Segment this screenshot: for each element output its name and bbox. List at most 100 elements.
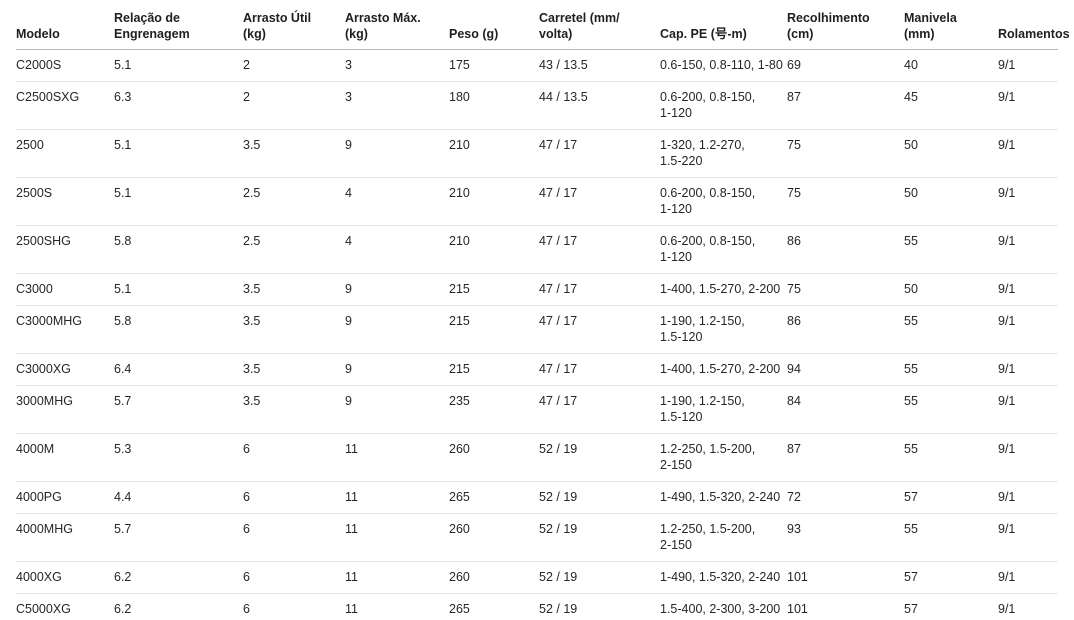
cell-modelo: C3000XG: [16, 353, 114, 386]
cell-modelo: 4000XG: [16, 561, 114, 594]
cell-cap_pe: 1-400, 1.5-270, 2-200: [660, 353, 787, 386]
cell-rolamentos: 9/1: [998, 481, 1058, 514]
cell-cap_pe: 1-190, 1.2-150, 1.5-120: [660, 305, 787, 354]
cell-recolhimento: 87: [787, 81, 904, 130]
table-row: C3000 5.1 3.5 9 215 47 / 17 1-400, 1.5-270, 2-…: [16, 273, 1058, 306]
column-header-modelo: Modelo: [16, 0, 114, 50]
cell-arrasto_util: 6: [243, 481, 345, 514]
table-row: C5000XG 6.2 6 11 265 52 / 19 1.5-400, 2-300, 3…: [16, 593, 1058, 620]
cell-rolamentos: 9/1: [998, 225, 1058, 274]
cell-manivela: 45: [904, 81, 998, 130]
cell-peso: 210: [449, 225, 539, 274]
cell-manivela: 50: [904, 129, 998, 178]
cell-modelo: C2500SXG: [16, 81, 114, 130]
table-row: 4000XG 6.2 6 11 260 52 / 19 1-490, 1.5-320, 2-…: [16, 561, 1058, 594]
cell-manivela: 55: [904, 305, 998, 354]
cell-carretel: 52 / 19: [539, 433, 660, 482]
table-row: 4000MHG 5.7 6 11 260 52 / 19 1.2-250, 1.5-200,…: [16, 513, 1058, 562]
column-header-rolamentos: Rolamentos: [998, 0, 1070, 50]
column-header-peso: Peso (g): [449, 0, 539, 50]
cell-modelo: C5000XG: [16, 593, 114, 620]
cell-peso: 260: [449, 433, 539, 482]
cell-cap_pe: 0.6-200, 0.8-150, 1-120: [660, 225, 787, 274]
cell-manivela: 57: [904, 481, 998, 514]
cell-relacao: 5.7: [114, 385, 243, 434]
table-row: 4000PG 4.4 6 11 265 52 / 19 1-490, 1.5-320, 2-…: [16, 481, 1058, 514]
column-header-relacao: Relação de Engrenagem: [114, 0, 243, 50]
table-header: Modelo Relação de Engrenagem Arrasto Útil …: [16, 0, 1070, 50]
cell-relacao: 4.4: [114, 481, 243, 514]
cell-recolhimento: 86: [787, 225, 904, 274]
cell-relacao: 5.3: [114, 433, 243, 482]
cell-arrasto_util: 3.5: [243, 305, 345, 354]
cell-recolhimento: 94: [787, 353, 904, 386]
cell-recolhimento: 86: [787, 305, 904, 354]
cell-manivela: 50: [904, 273, 998, 306]
cell-peso: 215: [449, 273, 539, 306]
cell-recolhimento: 75: [787, 273, 904, 306]
cell-carretel: 47 / 17: [539, 129, 660, 178]
table-row: 4000M 5.3 6 11 260 52 / 19 1.2-250, 1.5-200, 2…: [16, 433, 1058, 482]
cell-arrasto_max: 11: [345, 481, 449, 514]
cell-rolamentos: 9/1: [998, 177, 1058, 226]
column-header-manivela: Manivela (mm): [904, 0, 998, 50]
header-row: Modelo Relação de Engrenagem Arrasto Útil …: [16, 0, 1070, 50]
cell-peso: 215: [449, 305, 539, 354]
cell-recolhimento: 101: [787, 593, 904, 620]
cell-relacao: 5.8: [114, 305, 243, 354]
cell-rolamentos: 9/1: [998, 81, 1058, 130]
table-row: 3000MHG 5.7 3.5 9 235 47 / 17 1-190, 1.2-150, …: [16, 385, 1058, 434]
table-row: C2500SXG 6.3 2 3 180 44 / 13.5 0.6-200, 0.8-15…: [16, 81, 1058, 130]
cell-arrasto_max: 9: [345, 273, 449, 306]
cell-recolhimento: 84: [787, 385, 904, 434]
cell-arrasto_max: 3: [345, 49, 449, 82]
cell-arrasto_max: 9: [345, 353, 449, 386]
spec-table: Modelo Relação de Engrenagem Arrasto Útil …: [16, 0, 1070, 620]
cell-arrasto_util: 2: [243, 49, 345, 82]
column-header-arrasto_util: Arrasto Útil (kg): [243, 0, 345, 50]
cell-peso: 265: [449, 593, 539, 620]
cell-recolhimento: 93: [787, 513, 904, 562]
cell-rolamentos: 9/1: [998, 49, 1058, 82]
cell-arrasto_util: 6: [243, 433, 345, 482]
cell-rolamentos: 9/1: [998, 593, 1058, 620]
cell-cap_pe: 1.2-250, 1.5-200, 2-150: [660, 513, 787, 562]
cell-recolhimento: 75: [787, 177, 904, 226]
table-row: C2000S 5.1 2 3 175 43 / 13.5 0.6-150, 0.8-110,…: [16, 49, 1058, 82]
column-header-cap_pe: Cap. PE (号-m): [660, 0, 787, 50]
cell-relacao: 6.2: [114, 561, 243, 594]
cell-relacao: 5.1: [114, 177, 243, 226]
column-header-recolhimento: Recolhimento (cm): [787, 0, 904, 50]
cell-arrasto_util: 3.5: [243, 385, 345, 434]
cell-manivela: 50: [904, 177, 998, 226]
column-header-arrasto_max: Arrasto Máx. (kg): [345, 0, 449, 50]
table-row: 2500SHG 5.8 2.5 4 210 47 / 17 0.6-200, 0.8-150…: [16, 225, 1058, 274]
cell-arrasto_max: 3: [345, 81, 449, 130]
cell-carretel: 47 / 17: [539, 273, 660, 306]
cell-modelo: C3000: [16, 273, 114, 306]
cell-cap_pe: 1-320, 1.2-270, 1.5-220: [660, 129, 787, 178]
cell-cap_pe: 1-400, 1.5-270, 2-200: [660, 273, 787, 306]
cell-rolamentos: 9/1: [998, 273, 1058, 306]
cell-peso: 210: [449, 177, 539, 226]
cell-cap_pe: 1-490, 1.5-320, 2-240: [660, 561, 787, 594]
cell-carretel: 52 / 19: [539, 481, 660, 514]
cell-peso: 265: [449, 481, 539, 514]
cell-relacao: 5.1: [114, 49, 243, 82]
cell-cap_pe: 0.6-200, 0.8-150, 1-120: [660, 81, 787, 130]
cell-arrasto_max: 9: [345, 129, 449, 178]
cell-arrasto_max: 11: [345, 561, 449, 594]
cell-arrasto_max: 9: [345, 305, 449, 354]
cell-cap_pe: 0.6-200, 0.8-150, 1-120: [660, 177, 787, 226]
table-row: C3000XG 6.4 3.5 9 215 47 / 17 1-400, 1.5-270, …: [16, 353, 1058, 386]
cell-peso: 260: [449, 561, 539, 594]
cell-carretel: 47 / 17: [539, 305, 660, 354]
cell-manivela: 40: [904, 49, 998, 82]
cell-arrasto_util: 3.5: [243, 353, 345, 386]
cell-carretel: 47 / 17: [539, 353, 660, 386]
cell-arrasto_util: 3.5: [243, 273, 345, 306]
cell-peso: 215: [449, 353, 539, 386]
table-row: 2500S 5.1 2.5 4 210 47 / 17 0.6-200, 0.8-150, …: [16, 177, 1058, 226]
table-row: C3000MHG 5.8 3.5 9 215 47 / 17 1-190, 1.2-150,…: [16, 305, 1058, 354]
cell-recolhimento: 72: [787, 481, 904, 514]
